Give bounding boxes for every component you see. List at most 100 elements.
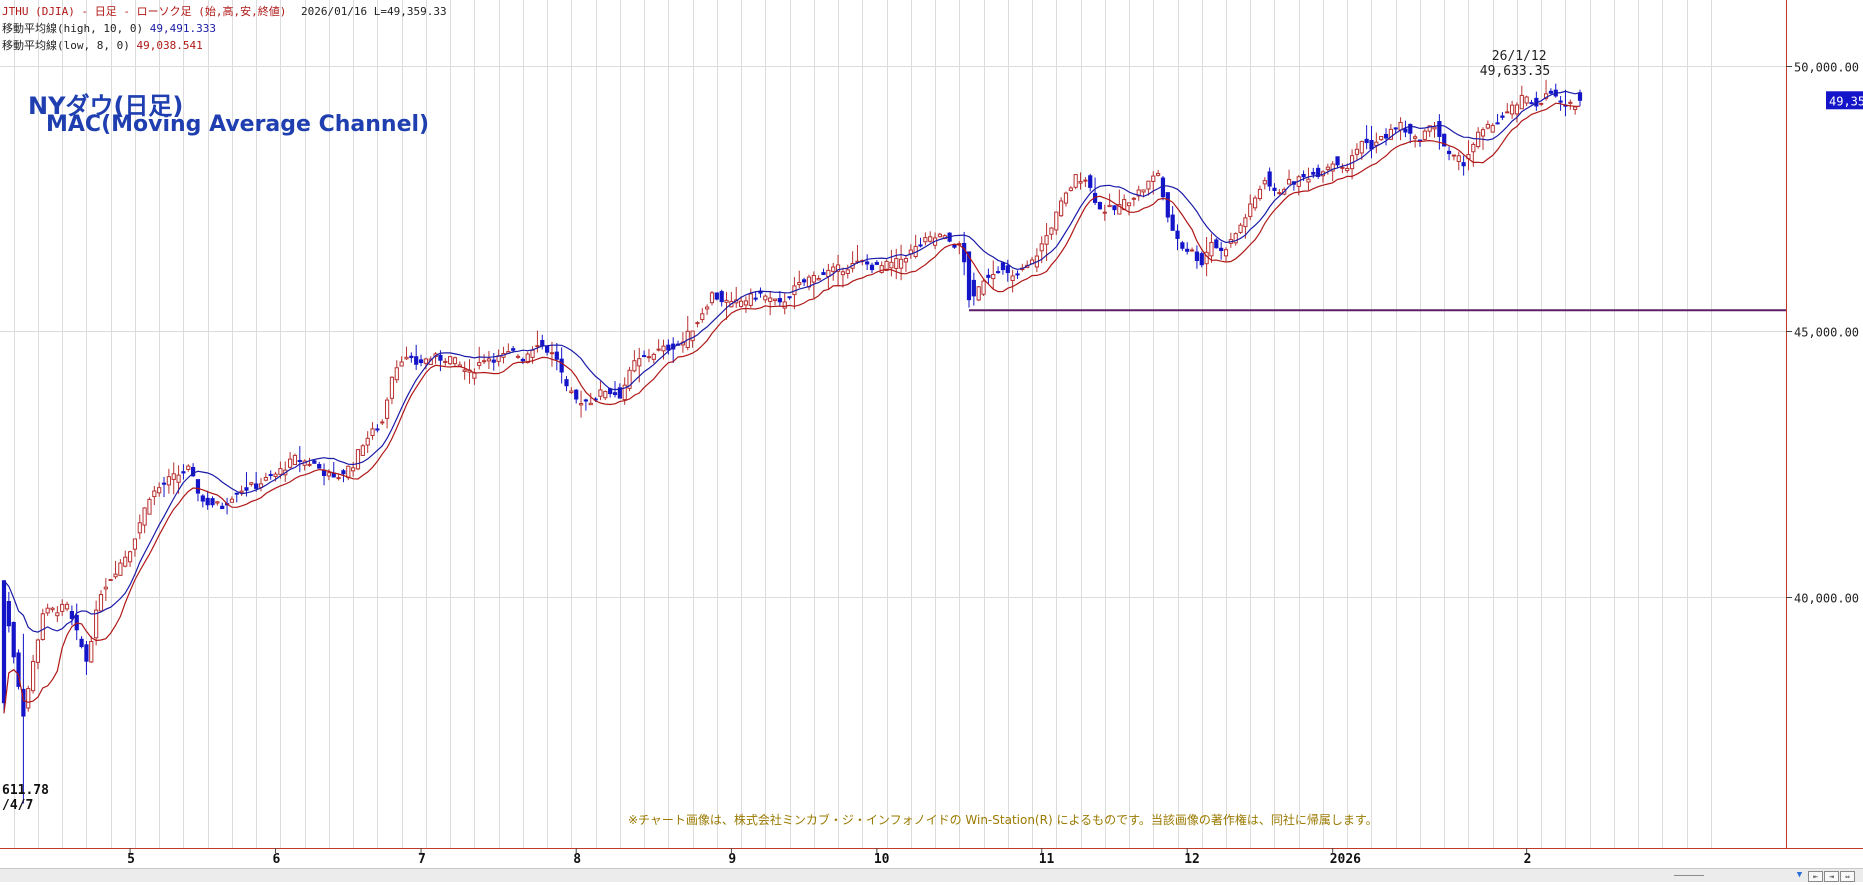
copyright-note: ※チャート画像は、株式会社ミンカブ・ジ・インフォノイドの Win-Station…	[628, 813, 1378, 827]
candle-body	[937, 233, 943, 238]
fit-icon[interactable]: ⇔	[1840, 871, 1855, 882]
candle-body	[738, 300, 744, 307]
candle-body	[991, 273, 996, 280]
candle-body	[1015, 273, 1020, 276]
candle-body	[1097, 202, 1103, 210]
candle-body	[263, 476, 268, 481]
horizontal-scrollbar[interactable]: ▼ ⇤ ⇥ ⇔	[0, 868, 1863, 882]
candle-body	[443, 360, 448, 363]
candle-body	[603, 391, 608, 399]
candle-body	[249, 482, 254, 485]
candle-body	[986, 274, 991, 278]
candle-body	[127, 551, 133, 563]
candle-body	[777, 298, 782, 303]
candle-body	[869, 264, 875, 271]
candle-body	[545, 345, 550, 353]
candle-body	[1446, 150, 1452, 155]
candle-body	[103, 586, 108, 590]
candle-body	[1379, 135, 1384, 141]
candle-body	[1369, 140, 1374, 150]
candle-body	[884, 260, 889, 272]
candle-body	[705, 306, 710, 310]
candle-body	[123, 556, 128, 567]
candle-body	[1262, 180, 1267, 185]
candle-body	[1185, 248, 1190, 252]
ma-high-value: 49,491.333	[149, 22, 216, 35]
candle-body	[1408, 123, 1413, 134]
scroll-marker-icon[interactable]: ▼	[1796, 870, 1803, 880]
candle-body	[787, 296, 792, 299]
ma-high-line	[3, 90, 1581, 633]
candle-body	[1054, 211, 1059, 231]
candle-body	[448, 356, 453, 365]
candle-body	[375, 428, 380, 431]
candle-body	[137, 522, 142, 534]
candle-body	[171, 473, 176, 480]
scroll-thumb[interactable]	[1674, 875, 1704, 876]
y-tick-label: 50,000.00	[1794, 61, 1859, 75]
candle-body	[743, 300, 749, 306]
candle-body	[418, 359, 424, 363]
candle-body	[45, 607, 50, 614]
candle-body	[200, 495, 205, 502]
candle-body	[976, 286, 981, 301]
candle-body	[1068, 187, 1073, 191]
candle-body	[30, 660, 36, 692]
candle-body	[132, 538, 138, 550]
candle-body	[1286, 178, 1292, 185]
candle-body	[1044, 235, 1049, 245]
zoom-in-icon[interactable]: ⇥	[1824, 871, 1839, 882]
candle-body	[1194, 251, 1200, 261]
candle-body	[1311, 171, 1316, 175]
candle-body	[69, 611, 74, 619]
candle-body	[583, 399, 589, 402]
candle-body	[971, 279, 976, 297]
zoom-out-icon[interactable]: ⇤	[1808, 871, 1823, 882]
candle-body	[438, 354, 443, 361]
candle-body	[1238, 224, 1243, 233]
candle-body	[535, 345, 540, 348]
candle-body	[520, 358, 525, 362]
candle-body	[574, 389, 579, 400]
candle-body	[1345, 168, 1350, 172]
candle-body	[1209, 241, 1214, 257]
candle-body	[239, 490, 244, 493]
candle-body	[928, 236, 933, 242]
candle-body	[782, 301, 787, 309]
candle-body	[1548, 90, 1554, 94]
candle-body	[966, 251, 972, 301]
candle-body	[462, 369, 467, 372]
candle-body	[768, 297, 773, 302]
candle-body	[646, 356, 652, 359]
current-price-label: 49,359.33	[1829, 94, 1863, 108]
candle-body	[1126, 202, 1132, 207]
candle-body	[292, 454, 298, 466]
candle-body	[1539, 102, 1544, 105]
candle-body	[60, 603, 65, 612]
candle-body	[724, 299, 729, 303]
chart-subtitle: MAC(Moving Average Channel)	[46, 112, 430, 137]
candle-body	[40, 613, 45, 640]
candle-body	[1214, 239, 1219, 249]
candle-body	[147, 498, 152, 515]
candle-body	[1413, 136, 1418, 139]
candle-body	[622, 384, 627, 401]
candle-body	[1, 580, 7, 704]
candle-body	[865, 261, 870, 265]
candle-body	[79, 638, 84, 648]
candle-body	[113, 573, 118, 578]
x-tick-label: 11	[1039, 852, 1055, 867]
candle-body	[370, 428, 375, 437]
candle-body	[452, 357, 458, 365]
candle-body	[753, 297, 758, 300]
candle-body	[1175, 230, 1180, 239]
candle-body	[709, 292, 715, 304]
ma-low-value: 49,038.541	[136, 39, 203, 52]
candle-body	[894, 258, 899, 269]
candle-body	[360, 445, 365, 456]
candle-body	[1039, 243, 1044, 252]
candle-body	[840, 271, 846, 276]
candle-body	[94, 609, 99, 639]
low-value-label: 611.78	[2, 783, 49, 798]
candle-body	[578, 403, 584, 406]
